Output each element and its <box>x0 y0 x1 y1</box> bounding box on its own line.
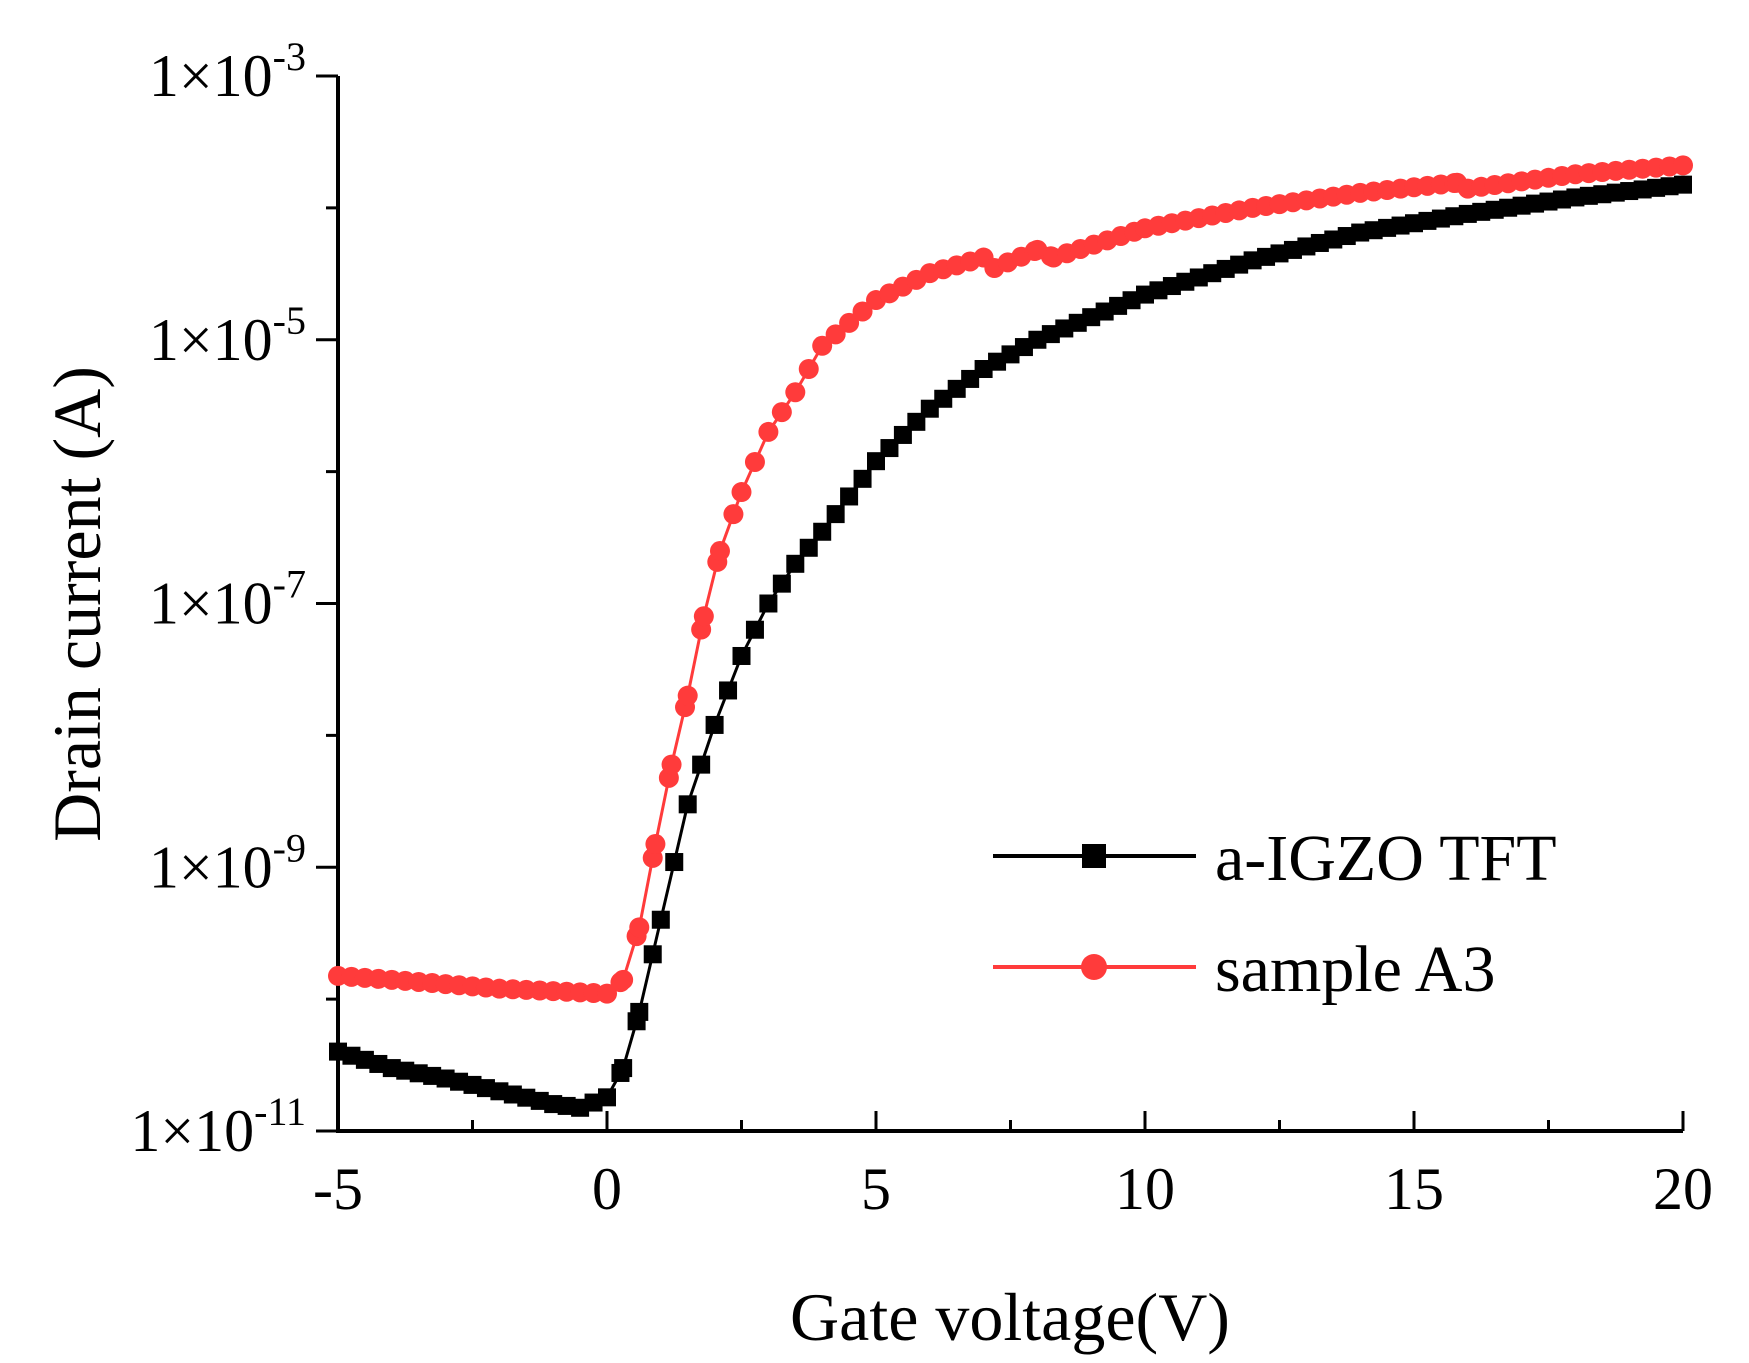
data-point-square <box>759 594 778 613</box>
legend-entry: a-IGZO TFT <box>993 822 1557 895</box>
data-point-square <box>840 487 859 506</box>
y-tick-mantissa: 1×10 <box>149 571 273 637</box>
axis-tick-labels: -5 0 5 10 15 201×10-111×10-91×10-71×10-51×10-… <box>130 34 1713 1222</box>
data-point-square <box>665 853 684 872</box>
y-tick-exponent: -9 <box>273 825 306 870</box>
data-point-circle <box>693 606 714 627</box>
x-tick-label: 0 <box>592 1156 622 1222</box>
data-point-square <box>705 715 724 734</box>
data-point-square <box>678 795 697 814</box>
data-point-square <box>772 574 791 593</box>
y-tick-label: 1×10-7 <box>149 562 306 637</box>
data-point-circle <box>731 482 752 503</box>
data-point-square <box>732 646 751 665</box>
data-point-circle <box>825 324 846 345</box>
data-point-circle <box>613 969 634 990</box>
data-point-circle <box>645 834 666 855</box>
legend: a-IGZO TFT sample A3 <box>993 822 1557 1006</box>
data-point-circle <box>629 917 650 938</box>
data-point-square <box>786 554 805 573</box>
data-point-circle <box>812 335 833 356</box>
legend-marker-square <box>1082 844 1106 868</box>
y-tick-mantissa: 1×10 <box>130 1098 254 1164</box>
data-point-square <box>1674 175 1692 194</box>
data-point-square <box>598 1088 616 1107</box>
y-tick-mantissa: 1×10 <box>149 834 273 900</box>
data-point-square <box>799 538 818 557</box>
data-point-square <box>630 1002 649 1021</box>
data-point-circle <box>661 754 682 775</box>
data-point-circle <box>597 983 617 1004</box>
series-a-igzo-tft <box>329 175 1692 1117</box>
series-sample-a3 <box>328 155 1693 1004</box>
data-point-square <box>745 620 764 639</box>
data-point-circle <box>839 312 860 333</box>
data-point-circle <box>785 382 806 403</box>
y-tick-exponent: -11 <box>254 1089 306 1134</box>
data-point-square <box>651 910 670 929</box>
data-point-circle <box>677 685 698 706</box>
data-point-square <box>719 681 738 700</box>
x-tick-label: -5 <box>313 1156 363 1222</box>
data-point-square <box>853 469 872 488</box>
axis-ticks <box>316 74 1685 1133</box>
y-tick-exponent: -5 <box>273 298 306 343</box>
data-point-square <box>692 755 711 774</box>
data-point-square <box>813 522 832 541</box>
data-point-circle <box>709 541 730 562</box>
data-point-circle <box>852 301 873 322</box>
x-tick-label: 5 <box>861 1156 891 1222</box>
y-tick-label: 1×10-11 <box>130 1089 306 1164</box>
y-tick-exponent: -3 <box>273 34 306 79</box>
y-tick-label: 1×10-5 <box>149 298 306 373</box>
y-tick-mantissa: 1×10 <box>149 307 273 373</box>
data-series <box>328 155 1693 1117</box>
x-axis-title: Gate voltage(V) <box>790 1279 1230 1355</box>
data-point-circle <box>798 359 819 380</box>
data-point-square <box>643 945 662 964</box>
y-tick-label: 1×10-3 <box>149 34 306 109</box>
data-point-square <box>826 505 845 524</box>
legend-marker-circle <box>1081 954 1107 980</box>
y-tick-exponent: -7 <box>273 562 306 607</box>
legend-label: a-IGZO TFT <box>1215 822 1557 895</box>
x-tick-label: 10 <box>1115 1156 1175 1222</box>
y-tick-label: 1×10-9 <box>149 825 306 900</box>
y-axis-title: Drain current (A) <box>39 366 115 842</box>
data-point-circle <box>771 402 792 423</box>
x-tick-label: 15 <box>1384 1156 1444 1222</box>
data-point-circle <box>758 421 779 442</box>
data-point-circle <box>723 504 744 525</box>
data-point-circle <box>744 451 765 472</box>
legend-label: sample A3 <box>1215 933 1495 1006</box>
data-point-square <box>614 1059 633 1078</box>
y-tick-mantissa: 1×10 <box>149 43 273 109</box>
data-point-circle <box>1673 155 1693 176</box>
x-tick-label: 20 <box>1653 1156 1713 1222</box>
legend-entry: sample A3 <box>993 933 1495 1006</box>
